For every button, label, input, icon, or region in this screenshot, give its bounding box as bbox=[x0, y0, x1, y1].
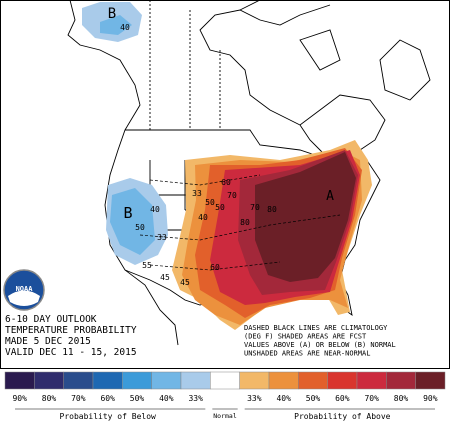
legend-swatch bbox=[268, 371, 299, 390]
legend-label: 90% bbox=[12, 394, 27, 403]
map-label: 70 bbox=[250, 203, 260, 212]
map-label: 60 bbox=[221, 178, 231, 187]
legend-label: 60% bbox=[100, 394, 115, 403]
legend-normal-label: Normal bbox=[213, 412, 237, 420]
legend-label: 60% bbox=[335, 394, 350, 403]
legend-swatch bbox=[4, 371, 35, 390]
legend-title: Probability of Above bbox=[294, 412, 391, 421]
legend-label: 80% bbox=[394, 394, 409, 403]
outlook-text: TEMPERATURE PROBABILITY bbox=[5, 325, 137, 336]
legend-label: 90% bbox=[423, 394, 438, 403]
below-area bbox=[100, 15, 132, 35]
legend-label: 50% bbox=[306, 394, 321, 403]
legend-swatch bbox=[239, 371, 270, 390]
legend-label: 70% bbox=[71, 394, 86, 403]
map-label: 33 bbox=[157, 233, 167, 242]
note-text: (DEG F) SHADED AREAS ARE FCST bbox=[244, 333, 367, 341]
logo-text: NOAA bbox=[16, 285, 34, 293]
legend-swatch bbox=[356, 371, 387, 390]
above-area bbox=[255, 152, 356, 282]
below-area bbox=[110, 188, 155, 255]
map-label: A bbox=[326, 189, 334, 204]
outlook-text: 6-10 DAY OUTLOOK bbox=[5, 314, 97, 325]
note-text: DASHED BLACK LINES ARE CLIMATOLOGY bbox=[244, 324, 388, 332]
map-label: 55 bbox=[142, 261, 152, 270]
note-text: UNSHADED AREAS ARE NEAR-NORMAL bbox=[244, 350, 370, 358]
climatology-lines bbox=[139, 174, 341, 271]
note-text: VALUES ABOVE (A) OR BELOW (B) NORMAL bbox=[244, 341, 396, 349]
map-label: 33 bbox=[192, 189, 202, 198]
legend-swatch bbox=[151, 371, 182, 390]
legend-swatch bbox=[180, 371, 211, 390]
legend-label: 33% bbox=[247, 394, 262, 403]
legend-title: Probability of Below bbox=[60, 412, 157, 421]
legend-label: 70% bbox=[364, 394, 379, 403]
legend-swatch bbox=[415, 371, 446, 390]
noaa-logo: NOAA bbox=[3, 269, 45, 311]
legend-swatch bbox=[210, 371, 240, 390]
legend-swatch bbox=[34, 371, 64, 390]
legend-swatch bbox=[63, 371, 94, 390]
map-label: 45 bbox=[180, 278, 190, 287]
map-label: 50 bbox=[135, 223, 145, 232]
map-label: 50 bbox=[215, 203, 225, 212]
map-label: 70 bbox=[227, 191, 237, 200]
forecast-shading bbox=[82, 2, 372, 330]
legend-swatch bbox=[122, 371, 152, 390]
legend-label: 80% bbox=[42, 394, 57, 403]
map-label: 45 bbox=[160, 273, 170, 282]
legend-label: 33% bbox=[188, 394, 203, 403]
outlook-text: MADE 5 DEC 2015 bbox=[5, 336, 91, 347]
map-label: 60 bbox=[210, 263, 220, 272]
map-label: 40 bbox=[198, 213, 208, 222]
legend-swatch bbox=[298, 371, 328, 390]
legend-label: 50% bbox=[130, 394, 145, 403]
map-label: B bbox=[123, 204, 132, 222]
legend-swatch bbox=[327, 371, 358, 390]
map-label: 50 bbox=[205, 198, 215, 207]
map-label: 40 bbox=[120, 23, 130, 32]
map-label: 80 bbox=[240, 218, 250, 227]
map-label: B bbox=[108, 6, 116, 22]
map-label: 80 bbox=[267, 205, 277, 214]
legend-swatch bbox=[92, 371, 123, 390]
legend-swatch bbox=[386, 371, 416, 390]
legend-label: 40% bbox=[276, 394, 291, 403]
legend-label: 40% bbox=[159, 394, 174, 403]
map-label: 40 bbox=[150, 205, 160, 214]
outlook-text: VALID DEC 11 - 15, 2015 bbox=[5, 347, 137, 358]
